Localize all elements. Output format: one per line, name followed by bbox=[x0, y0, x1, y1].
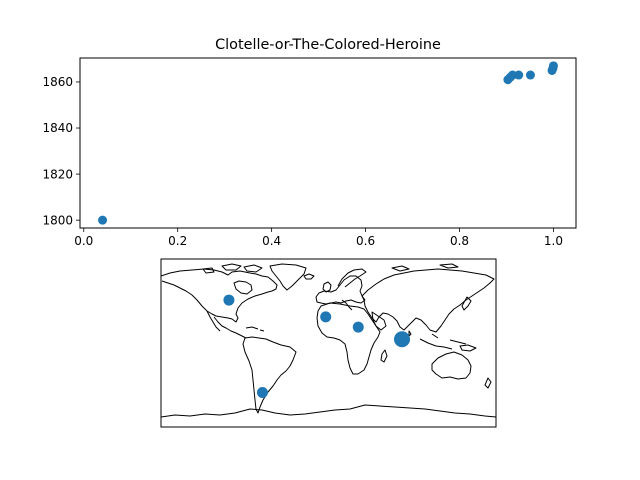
coastline-indonesia bbox=[419, 333, 467, 350]
coastline-africa bbox=[316, 302, 381, 375]
coastline-siberian-islands bbox=[391, 263, 459, 272]
y-tick-label: 1820 bbox=[42, 167, 73, 181]
x-tick-label: 1.0 bbox=[544, 234, 563, 248]
x-tick-label: 0.0 bbox=[74, 234, 93, 248]
coastline-uk bbox=[322, 281, 332, 293]
coastline-sri-lanka bbox=[408, 330, 412, 337]
coastline-south-america bbox=[242, 336, 297, 414]
chart-title: Clotelle-or-The-Colored-Heroine bbox=[215, 37, 441, 53]
x-tick-label: 0.2 bbox=[168, 234, 187, 248]
coastline-central-america bbox=[213, 316, 247, 339]
coastline-europe bbox=[315, 275, 366, 305]
scatter-point-8 bbox=[548, 61, 558, 71]
coastline-madagascar bbox=[380, 349, 388, 363]
x-tick-label: 0.6 bbox=[356, 234, 375, 248]
map-point-4 bbox=[256, 386, 268, 398]
coastlines bbox=[161, 263, 496, 418]
x-tick-label: 0.8 bbox=[450, 234, 469, 248]
coastline-antarctica bbox=[161, 404, 496, 418]
coastline-new-zealand bbox=[484, 377, 492, 389]
map-point-1 bbox=[320, 311, 332, 323]
scatter-chart: Clotelle-or-The-Colored-Heroine 0.0 0.2 0.… bbox=[42, 37, 577, 248]
y-tick-label: 1800 bbox=[42, 213, 73, 227]
scatter-plot-frame bbox=[79, 57, 577, 229]
coastline-arabia bbox=[371, 311, 387, 331]
scatter-point-5 bbox=[525, 70, 535, 80]
coastline-hudson-bay bbox=[233, 280, 253, 295]
coastline-asia bbox=[361, 268, 495, 333]
scatter-points bbox=[98, 61, 558, 225]
map-point-0 bbox=[223, 294, 235, 306]
map-frame bbox=[160, 258, 497, 428]
map-points bbox=[223, 294, 411, 398]
coastline-baja bbox=[206, 310, 221, 332]
coastline-new-guinea bbox=[459, 344, 477, 352]
map-point-2 bbox=[352, 321, 364, 333]
coastline-iceland bbox=[303, 273, 315, 280]
coastline-australia bbox=[431, 351, 472, 380]
coastline-greenland bbox=[269, 263, 307, 291]
coastline-japan bbox=[461, 296, 472, 311]
scatter-point-4 bbox=[514, 70, 524, 80]
coastline-north-america bbox=[161, 268, 278, 323]
scatter-point-0 bbox=[98, 215, 108, 225]
coastline-arctic-islands bbox=[202, 263, 263, 274]
map-point-3 bbox=[394, 331, 411, 348]
world-map-chart bbox=[160, 258, 497, 428]
y-tick-label: 1840 bbox=[42, 121, 73, 135]
coastline-scandinavia bbox=[337, 268, 367, 288]
x-axis-ticks: 0.0 0.2 0.4 0.6 0.8 1.0 bbox=[74, 228, 563, 248]
coastline-caribbean bbox=[245, 326, 265, 332]
y-tick-label: 1860 bbox=[42, 75, 73, 89]
x-tick-label: 0.4 bbox=[262, 234, 281, 248]
y-axis-ticks: 1800 1820 1840 1860 bbox=[42, 75, 80, 227]
